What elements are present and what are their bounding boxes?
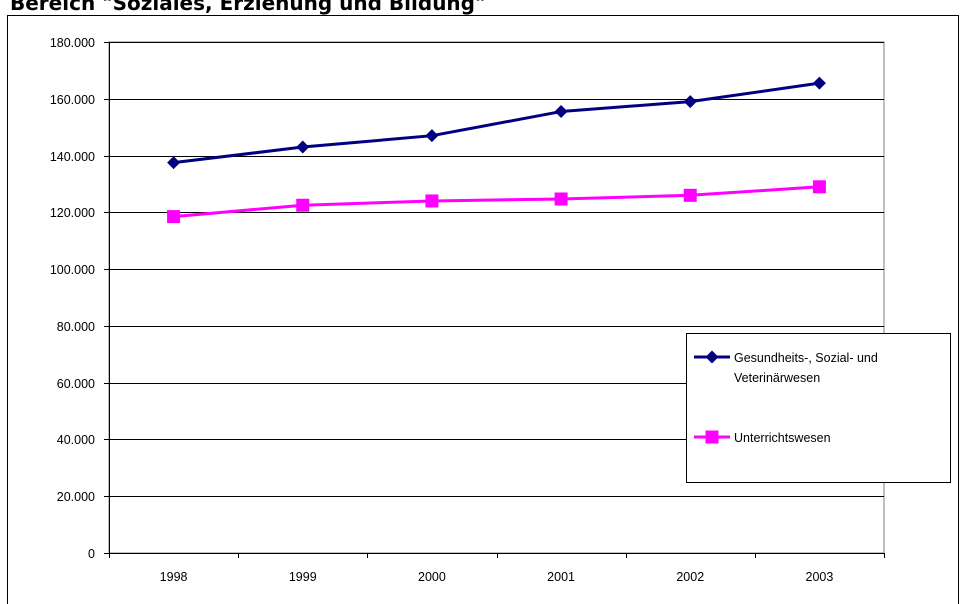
data-point (296, 198, 310, 212)
y-tick-label: 160.000 (50, 93, 95, 107)
data-series (167, 76, 826, 224)
legend-label: Unterrichtswesen (734, 431, 831, 445)
data-point (812, 180, 826, 194)
y-tick-label: 120.000 (50, 206, 95, 220)
x-tick-label: 2002 (676, 570, 704, 584)
data-point (554, 105, 568, 119)
x-tick-label: 1999 (289, 570, 317, 584)
legend-box (686, 333, 951, 483)
data-point (683, 188, 697, 202)
x-tick-label: 2000 (418, 570, 446, 584)
legend: Gesundheits-, Sozial- und Veterinärwesen U… (686, 333, 951, 483)
data-point (167, 210, 181, 224)
legend-label: Gesundheits-, Sozial- und (734, 351, 878, 365)
series-line (173, 81, 820, 165)
x-tick-label: 2001 (547, 570, 575, 584)
x-tick-label: 1998 (160, 570, 188, 584)
y-tick-label: 20.000 (57, 490, 95, 504)
axes (104, 42, 885, 558)
y-tick-label: 80.000 (57, 320, 95, 334)
data-point (425, 194, 439, 208)
data-point (167, 156, 181, 170)
data-point (554, 192, 568, 206)
chart-frame (7, 15, 959, 604)
data-point (296, 140, 310, 154)
y-tick-label: 140.000 (50, 150, 95, 164)
legend-marker (705, 350, 719, 364)
x-tick-label: 2003 (806, 570, 834, 584)
legend-label: Veterinärwesen (734, 371, 820, 385)
y-axis-tick-labels: 0 20.000 40.000 60.000 80.000 100.000 120.000 1… (50, 36, 95, 561)
data-point (683, 95, 697, 109)
y-tick-label: 0 (88, 547, 95, 561)
y-tick-label: 180.000 (50, 36, 95, 50)
legend-marker (705, 430, 719, 444)
y-tick-label: 40.000 (57, 433, 95, 447)
y-tick-label: 60.000 (57, 377, 95, 391)
data-point (425, 129, 439, 143)
page-heading: Bereich "Soziales, Erziehung und Bildung… (10, 0, 486, 15)
x-axis-tick-labels: 1998 1999 2000 2001 2002 2003 (160, 570, 834, 584)
data-point (812, 76, 826, 90)
gridlines (108, 41, 885, 554)
series-line (173, 185, 820, 219)
y-tick-label: 100.000 (50, 263, 95, 277)
